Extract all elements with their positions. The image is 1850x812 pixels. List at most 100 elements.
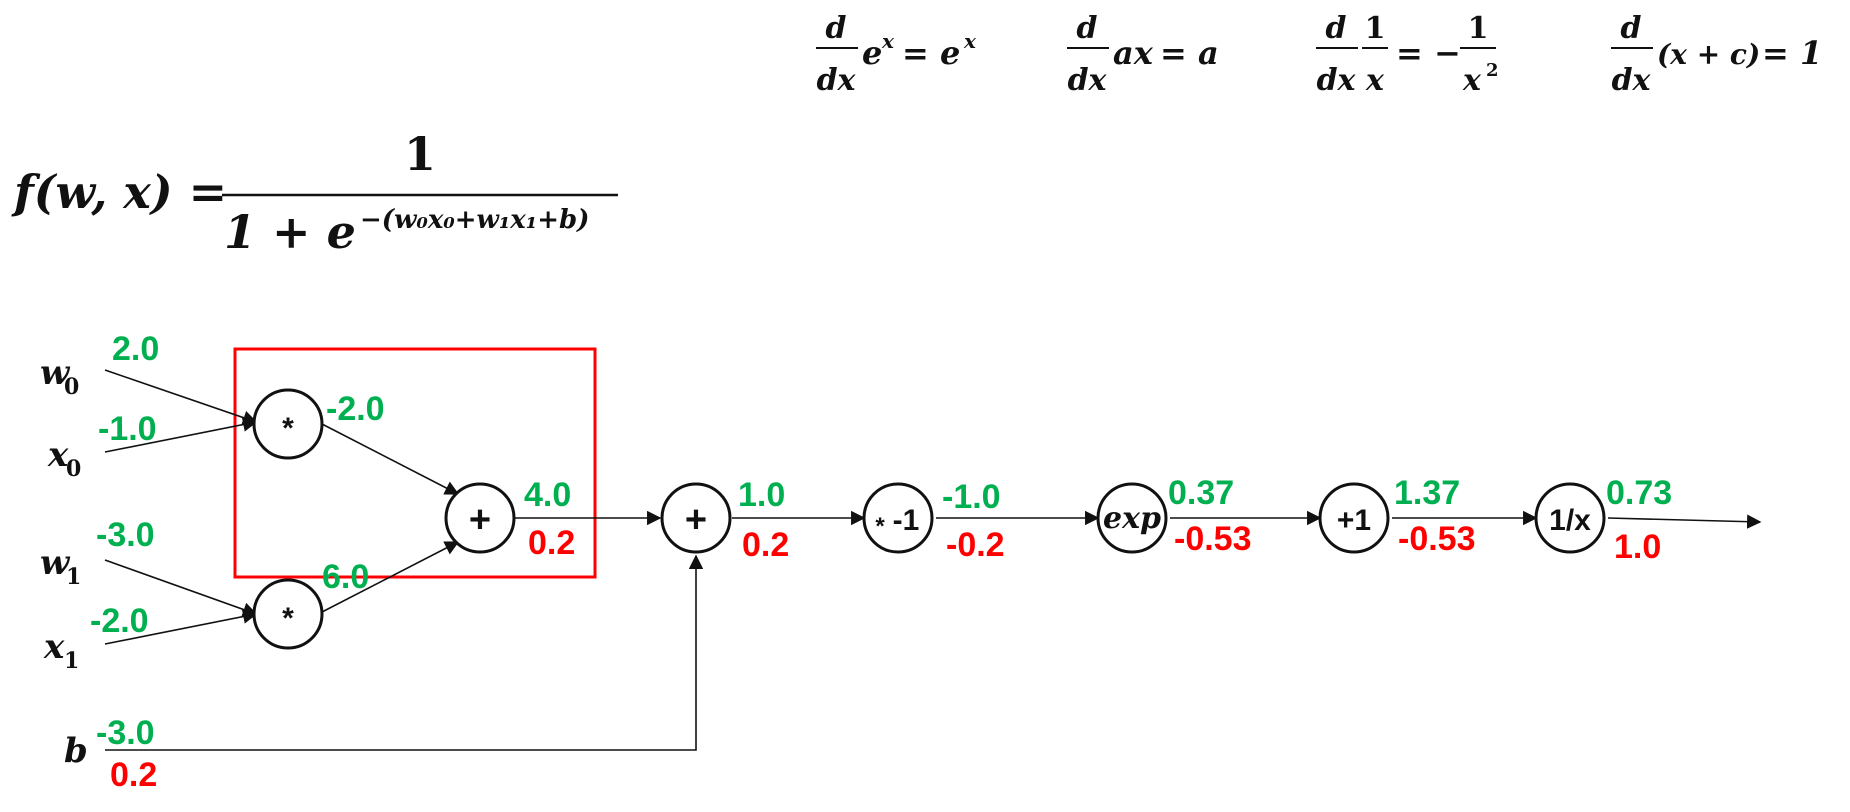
gate-op-label: + [685, 499, 707, 541]
rule-denominator: dx [1068, 63, 1108, 98]
forward-value: -3.0 [96, 714, 155, 752]
input-w1: w 1 -3.0 [40, 516, 155, 590]
reciprocal-gate [1534, 482, 1606, 554]
formula-lhs: f(w, x) = [11, 165, 227, 219]
input-x0: x 0 -1.0 [47, 410, 157, 482]
rule-rhs: = − [1396, 34, 1461, 72]
input-label: w [40, 543, 71, 583]
input-label: x [47, 435, 69, 475]
input-x1: x 1 -2.0 [43, 602, 149, 674]
backward-gradient: 1.0 [1614, 528, 1661, 566]
gate-op-label: +1 [1337, 504, 1371, 537]
rule-rhs-frac-denominator: x [1462, 63, 1482, 98]
sigmoid-formula: f(w, x) = 1 1 + e −(w₀x₀+w₁x₁+b) [11, 127, 618, 259]
input-label: w [40, 353, 71, 393]
forward-value: 4.0 [524, 476, 571, 514]
rule-numerator: d [1621, 11, 1642, 46]
graph-edges [104, 369, 1762, 751]
derivative-rule-reciprocal: d dx 1 x = − 1 x 2 [1316, 11, 1499, 98]
exp-gate [1096, 482, 1168, 554]
rule-frac-numerator: 1 [1365, 11, 1386, 46]
multiply-gate [252, 578, 324, 650]
forward-value: -1.0 [98, 410, 157, 448]
edge-w0-mul0 [104, 369, 258, 425]
node-neg: * -1 -1.0 -0.2 [862, 478, 1005, 564]
node-mul0: * -2.0 [252, 388, 385, 460]
input-label: x [43, 627, 65, 667]
input-w0: w 0 2.0 [40, 330, 159, 400]
forward-value: 2.0 [112, 330, 159, 368]
rule-rhs: = a [1160, 34, 1219, 72]
forward-value: -2.0 [326, 390, 385, 428]
edge-recip-output [1607, 514, 1762, 529]
node-add0: + 4.0 0.2 [444, 476, 575, 562]
rule-rhs: = e [902, 34, 960, 72]
backward-gradient: 0.2 [742, 526, 789, 564]
gate-op-label: * [282, 412, 294, 445]
edge-b-add1 [105, 554, 704, 751]
rule-rhs-frac-numerator: 1 [1468, 11, 1489, 46]
backward-gradient: -0.53 [1174, 520, 1252, 558]
gate-op-label: 1/x [1549, 504, 1591, 537]
edge-x0-mul0 [104, 417, 258, 453]
node-plus1: +1 1.37 -0.53 [1318, 474, 1476, 558]
node-add1: + 1.0 0.2 [660, 476, 789, 564]
rule-frac-denominator: x [1365, 63, 1385, 98]
input-subscript: 1 [66, 564, 81, 590]
derivative-rule-linear: d dx ax = a [1067, 11, 1219, 98]
forward-value: 0.73 [1606, 474, 1672, 512]
rule-denominator: dx [1612, 63, 1652, 98]
edge-w1-mul1 [104, 559, 258, 617]
input-subscript: 0 [66, 456, 81, 482]
derivative-rule-shift: d dx (x + c) = 1 [1611, 11, 1822, 98]
edge-x1-mul1 [104, 609, 258, 645]
edge-mul0-add0 [321, 423, 460, 495]
input-subscript: 0 [64, 374, 79, 400]
derivative-rule-exp: d dx e x = e x [816, 11, 977, 98]
forward-value: 1.37 [1394, 474, 1460, 512]
forward-value: 0.37 [1168, 474, 1234, 512]
forward-value: 6.0 [322, 558, 369, 596]
formula-exponent: −(w₀x₀+w₁x₁+b) [360, 205, 589, 235]
node-mul1: * 6.0 [252, 558, 369, 650]
rule-denominator: dx [817, 63, 857, 98]
add-const-gate [1318, 482, 1390, 554]
rule-numerator: d [1077, 11, 1098, 46]
gate-op-star: * [875, 513, 885, 540]
gate-op-label: -1 [893, 504, 920, 537]
rule-expr-sup: x [881, 29, 895, 53]
formula-denominator: 1 + e [224, 205, 356, 259]
gate-op-label: + [469, 499, 491, 541]
add-gate [444, 482, 516, 554]
rule-numerator: d [1326, 11, 1347, 46]
forward-value: -3.0 [96, 516, 155, 554]
rule-expr: ax [1113, 34, 1154, 72]
rule-numerator: d [826, 11, 847, 46]
edge-mul1-add0 [321, 541, 460, 613]
gate-op-label: * [282, 602, 294, 635]
rule-rhs: = 1 [1762, 34, 1822, 72]
add-gate [660, 482, 732, 554]
formula-numerator: 1 [404, 127, 436, 181]
rule-denominator: dx [1317, 63, 1357, 98]
backward-gradient: -0.2 [946, 526, 1005, 564]
input-subscript: 1 [64, 648, 79, 674]
backward-gradient: 0.2 [528, 524, 575, 562]
rule-rhs-frac-sup: 2 [1486, 60, 1499, 81]
backward-gradient: 0.2 [110, 756, 157, 794]
input-b: b -3.0 0.2 [64, 714, 157, 794]
gate-op-label: exp [1103, 501, 1161, 536]
rule-expr: e [862, 34, 882, 72]
input-label: b [64, 731, 88, 771]
forward-value: -2.0 [90, 602, 149, 640]
rule-rhs-sup: x [963, 29, 977, 53]
forward-value: 1.0 [738, 476, 785, 514]
node-recip: 1/x 0.73 1.0 [1534, 474, 1672, 566]
backward-gradient: -0.53 [1398, 520, 1476, 558]
highlight-box [233, 347, 597, 579]
node-exp: exp 0.37 -0.53 [1096, 474, 1252, 558]
negate-gate [862, 482, 934, 554]
forward-value: -1.0 [942, 478, 1001, 516]
rule-expr: (x + c) [1657, 38, 1760, 71]
